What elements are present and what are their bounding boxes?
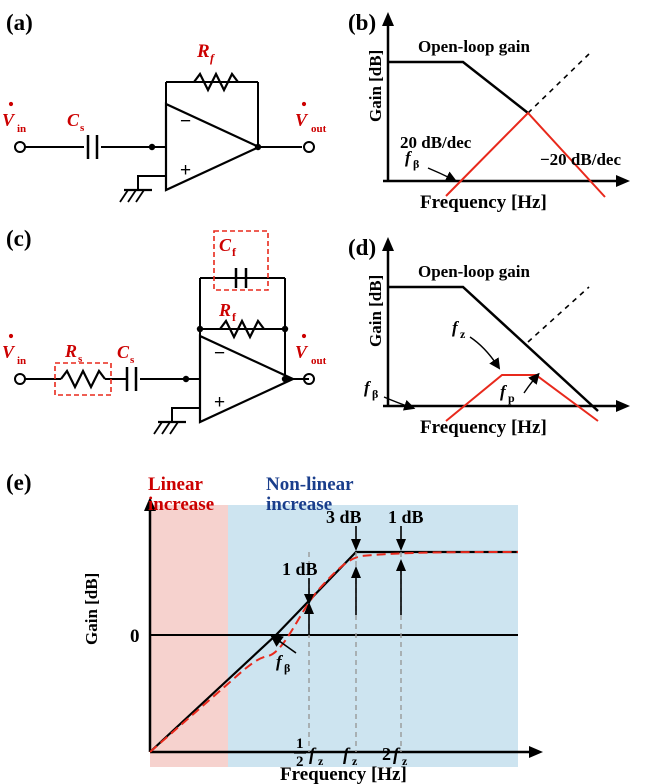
svg-text:in: in [17,123,26,135]
svg-text:1 dB: 1 dB [282,559,318,579]
svg-text:−: − [214,343,225,364]
svg-text:20 dB/dec: 20 dB/dec [400,133,472,152]
svg-text:Gain [dB]: Gain [dB] [366,275,385,347]
svg-text:2: 2 [296,754,304,770]
svg-text:(c): (c) [6,226,32,251]
svg-text:p: p [508,391,515,405]
svg-text:Non-linear: Non-linear [266,474,354,495]
svg-text:−: − [180,111,191,132]
svg-text:3 dB: 3 dB [326,507,362,527]
svg-text:out: out [311,355,327,367]
svg-text:increase: increase [148,494,214,515]
svg-text:z: z [318,754,324,768]
svg-text:R: R [218,300,231,320]
svg-text:s: s [78,353,83,365]
svg-text:in: in [17,355,26,367]
svg-text:C: C [67,110,80,130]
svg-text:Frequency [Hz]: Frequency [Hz] [420,192,547,213]
svg-text:−20 dB/dec: −20 dB/dec [540,150,621,169]
svg-text:(a): (a) [6,10,33,35]
svg-text:(b): (b) [348,10,376,35]
svg-text:V: V [295,110,309,130]
svg-text:V: V [2,342,16,362]
svg-text:+: + [214,392,225,413]
svg-text:V: V [2,110,16,130]
svg-text:increase: increase [266,494,332,515]
svg-text:C: C [219,235,232,255]
svg-text:1 dB: 1 dB [388,507,424,527]
svg-text:s: s [130,354,135,366]
svg-text:+: + [180,160,191,181]
svg-text:Open-loop gain: Open-loop gain [418,37,530,56]
svg-text:β: β [413,157,419,171]
svg-text:Linear: Linear [148,474,203,495]
svg-text:Gain [dB]: Gain [dB] [82,573,101,645]
svg-text:1: 1 [296,736,304,752]
svg-text:z: z [352,754,358,768]
svg-text:Open-loop gain: Open-loop gain [418,262,530,281]
svg-text:C: C [117,342,130,362]
svg-text:Gain [dB]: Gain [dB] [366,50,385,122]
svg-text:β: β [372,387,378,401]
svg-text:V: V [295,342,309,362]
svg-text:R: R [196,41,210,62]
svg-text:z: z [402,754,408,768]
svg-text:z: z [460,327,466,341]
svg-text:β: β [284,661,290,675]
svg-text:Frequency [Hz]: Frequency [Hz] [420,417,547,438]
svg-text:2: 2 [382,744,391,764]
svg-text:out: out [311,123,327,135]
svg-text:s: s [80,122,85,134]
svg-text:(d): (d) [348,235,376,260]
svg-text:(e): (e) [6,470,32,495]
svg-text:0: 0 [130,626,140,647]
svg-text:R: R [64,341,77,361]
